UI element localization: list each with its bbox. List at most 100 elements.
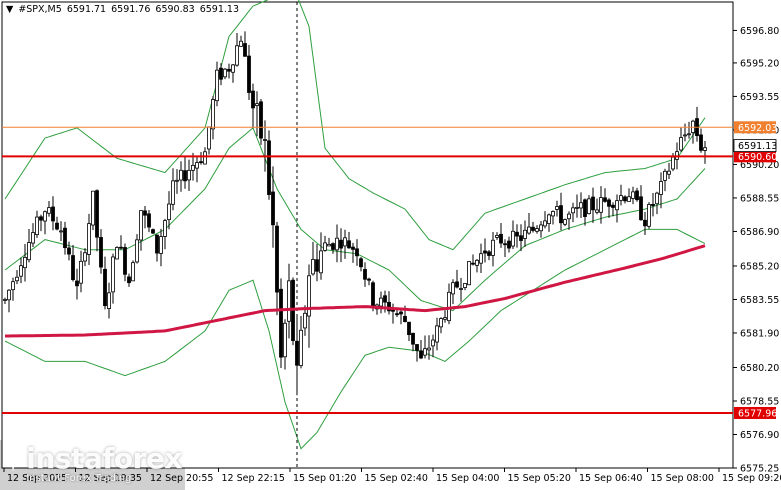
candle-body [231,64,235,73]
bollinger-middle-line [4,127,706,312]
candle-body [563,219,567,225]
candle-body [611,204,615,208]
candle-body [91,190,95,226]
candle-body [559,205,563,224]
candle-body [623,196,627,202]
candle-body [459,288,463,290]
y-tick-label: 6583.55 [740,295,779,306]
candle-body [295,340,299,366]
candle-body [603,197,607,202]
candle-body [491,239,495,256]
candle-body [579,202,583,209]
y-tick-label: 6596.80 [740,26,779,37]
candle-body [343,237,347,247]
candle-body [251,90,255,109]
y-tick-label: 6581.90 [740,328,779,339]
candle-body [67,247,71,255]
current-price-label: 6591.13 [738,141,777,152]
candle-body [255,103,259,106]
candle-body [331,243,335,250]
candle-body [383,295,387,303]
x-tick-label: 15 Sep 06:40 [579,473,642,484]
candle-body [379,297,383,307]
y-tick-label: 6588.55 [740,193,779,204]
candle-body [619,195,623,201]
candle-body [323,242,327,251]
y-tick-label: 6590.20 [740,160,779,171]
candle-body [499,233,503,244]
candle-body [31,232,35,244]
candle-body [419,350,423,359]
candle-body [335,237,339,251]
level-price-label: 6590.60 [738,152,777,163]
candle-body [135,239,139,263]
candle-body [423,348,427,356]
level-price-tag [734,406,776,419]
candle-body [451,282,455,295]
candle-body [311,259,315,275]
candle-body [367,278,371,281]
candle-body [351,246,355,250]
candle-body [387,301,391,312]
candle-body [703,147,707,151]
candle-body [79,260,83,284]
candle-body [659,181,663,195]
candle-body [87,223,91,255]
candle-body [615,200,619,211]
candle-body [431,339,435,347]
candle-body [663,170,667,181]
candle-body [99,237,103,268]
candle-body [283,322,287,358]
x-tick-label: 15 Sep 08:00 [651,473,714,484]
candle-body [59,230,63,233]
candles [3,31,707,396]
candle-body [75,280,79,287]
candle-body [583,199,587,217]
candle-body [143,210,147,216]
plot-area[interactable] [1,1,734,469]
bid-price-tag [734,121,776,134]
candle-body [347,240,351,249]
x-tick-label: 15 Sep 09:20 [722,473,781,484]
candle-body [299,329,303,366]
bid-price-label: 6592.03 [738,123,777,134]
candle-body [407,321,411,336]
candle-body [47,207,51,214]
candle-body [415,344,419,351]
candle-body [171,180,175,205]
candle-body [271,191,275,226]
candle-body [307,275,311,317]
candle-body [667,170,671,175]
candle-body [183,170,187,182]
candle-body [511,230,515,247]
candle-body [195,162,199,169]
candle-body [115,247,119,260]
y-tick-label: 6585.20 [740,261,779,272]
candle-body [539,224,543,232]
candle-body [11,281,15,291]
candle-body [259,101,263,139]
candle-body [647,204,651,227]
candle-body [319,250,323,274]
candle-body [471,262,475,265]
high-value: 6591.76 [111,4,151,15]
candle-body [455,281,459,288]
candle-body [527,226,531,234]
candle-body [463,283,467,288]
expand-triangle-icon[interactable]: ▼ [6,4,14,15]
y-tick-label: 6593.55 [740,92,779,103]
symbol-label: #SPX,M5 [18,4,62,15]
candle-body [179,169,183,181]
candle-body [591,196,595,211]
level-price-tag [734,150,776,163]
candle-body [7,289,11,301]
x-tick-label: 12 Sep 22:15 [222,473,285,484]
moving-average-line [5,244,706,338]
bollinger-upper-line [4,0,706,251]
candle-body [391,309,395,312]
candle-body [519,235,523,241]
candle-body [267,140,271,195]
low-value: 6590.83 [155,4,195,15]
